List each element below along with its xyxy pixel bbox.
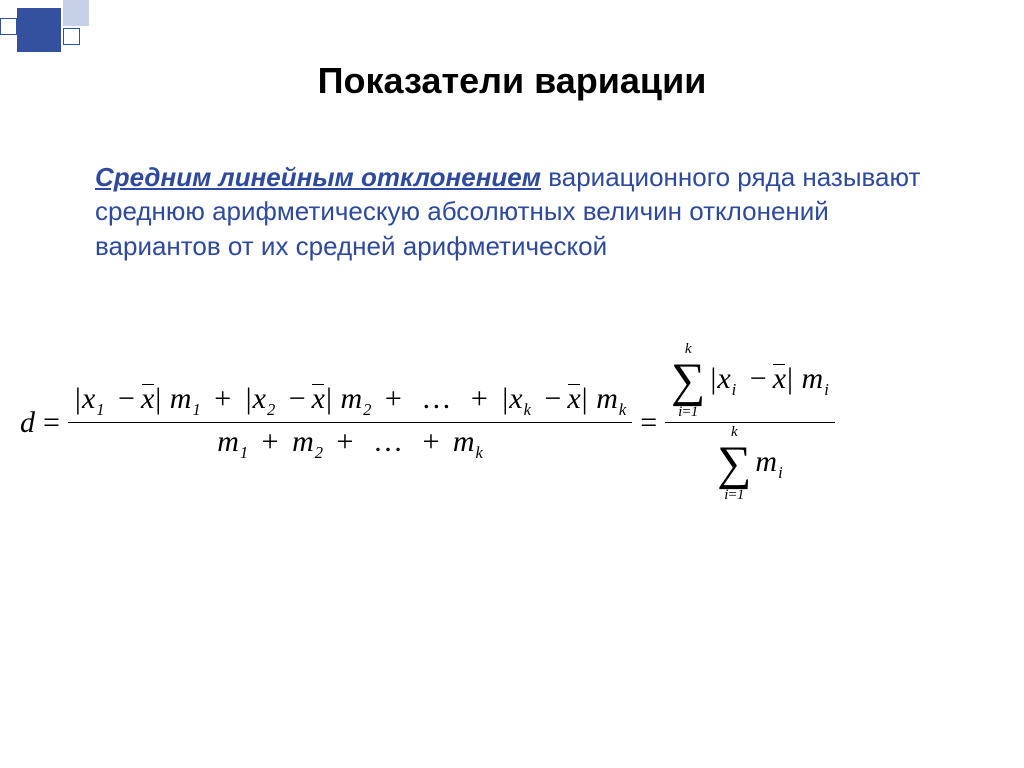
formula-lhs: d	[20, 406, 35, 440]
slide: Показатели вариации Средним линейным отк…	[0, 0, 1024, 768]
sigma-denominator: k ∑ i=1	[717, 425, 751, 503]
summation-numerator: k ∑ i=1 |xi −x| mi	[665, 340, 835, 422]
expanded-denominator: m1 + m2 + … + mk	[211, 423, 489, 465]
expanded-numerator: |x1 −x| m1 + |x2 −x| m2 + … + |xk −x| mk	[68, 380, 632, 422]
deco-square-small-2	[63, 28, 80, 45]
equals-sign-2: =	[632, 406, 665, 440]
deco-square-mid	[63, 0, 89, 26]
deco-square-large	[17, 8, 61, 52]
definition-text: Средним линейным отклонением вариационно…	[95, 160, 935, 263]
sigma-numerator: k ∑ i=1	[671, 342, 705, 420]
formula: d = |x1 −x| m1 + |x2 −x| m2 + … + |xk −x…	[20, 340, 1010, 505]
slide-title: Показатели вариации	[0, 60, 1024, 102]
definition-term: Средним линейным отклонением	[95, 162, 541, 192]
deco-square-small-1	[0, 18, 17, 35]
summation-denominator: k ∑ i=1 mi	[711, 423, 788, 505]
equals-sign-1: =	[35, 406, 68, 440]
expanded-fraction: |x1 −x| m1 + |x2 −x| m2 + … + |xk −x| mk…	[68, 380, 632, 465]
summation-fraction: k ∑ i=1 |xi −x| mi k ∑ i=1 mi	[665, 340, 835, 505]
